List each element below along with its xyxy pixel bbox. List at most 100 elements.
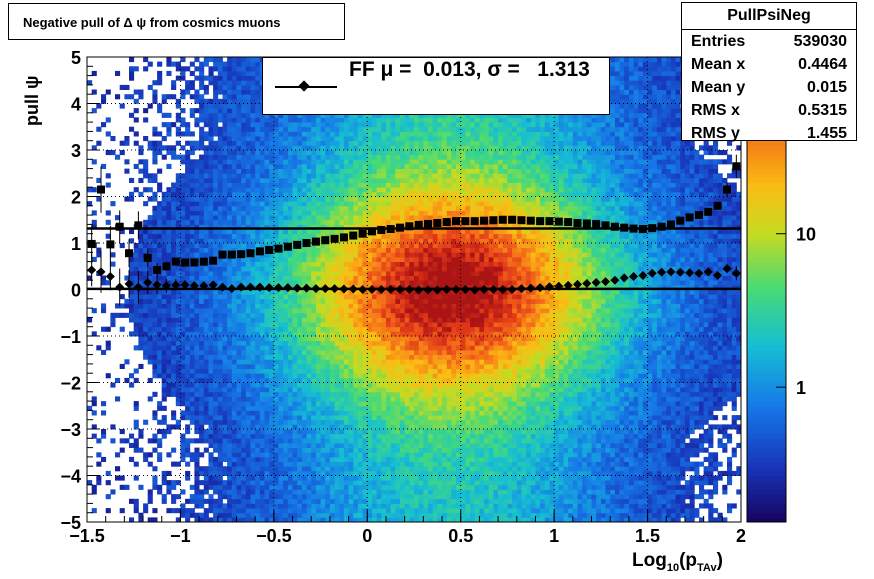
heatmap-cell: [255, 243, 261, 249]
heatmap-cell: [250, 201, 256, 207]
heatmap-cell: [367, 419, 373, 425]
heatmap-cell: [133, 256, 139, 262]
heatmap-cell: [357, 122, 363, 128]
heatmap-cell: [152, 480, 158, 486]
heatmap-cell: [339, 429, 345, 435]
heatmap-cell: [269, 415, 275, 421]
heatmap-cell: [339, 312, 345, 318]
heatmap-cell: [269, 261, 275, 267]
heatmap-cell: [180, 154, 186, 160]
heatmap-cell: [325, 517, 331, 523]
heatmap-cell: [199, 80, 205, 86]
heatmap-cell: [259, 163, 265, 169]
heatmap-cell: [166, 289, 172, 295]
heatmap-cell: [222, 159, 228, 165]
heatmap-cell: [259, 498, 265, 504]
heatmap-cell: [329, 131, 335, 137]
heatmap-cell: [292, 340, 298, 346]
heatmap-cell: [306, 387, 312, 393]
heatmap-cell: [236, 508, 242, 514]
heatmap-cell: [269, 289, 275, 295]
heatmap-cell: [241, 57, 247, 63]
heatmap-cell: [189, 308, 195, 314]
heatmap-cell: [264, 224, 270, 230]
heatmap-cell: [180, 396, 186, 402]
heatmap-cell: [138, 261, 144, 267]
heatmap-cell: [372, 363, 378, 369]
heatmap-cell: [273, 480, 279, 486]
heatmap-cell: [362, 238, 368, 244]
heatmap-cell: [320, 112, 326, 118]
heatmap-cell: [236, 219, 242, 225]
heatmap-cell: [185, 438, 191, 444]
heatmap-cell: [353, 340, 359, 346]
heatmap-cell: [236, 266, 242, 272]
heatmap-cell: [199, 75, 205, 81]
heatmap-cell: [199, 210, 205, 216]
heatmap-cell: [376, 429, 382, 435]
heatmap-cell: [194, 452, 200, 458]
heatmap-cell: [110, 489, 116, 495]
heatmap-cell: [278, 308, 284, 314]
heatmap-cell: [227, 256, 233, 262]
heatmap-cell: [297, 173, 303, 179]
heatmap-cell: [213, 349, 219, 355]
heatmap-cell: [185, 182, 191, 188]
heatmap-cell: [203, 433, 209, 439]
heatmap-cell: [255, 238, 261, 244]
heatmap-cell: [255, 415, 261, 421]
heatmap-cell: [227, 331, 233, 337]
heatmap-cell: [315, 484, 321, 490]
heatmap-cell: [306, 512, 312, 518]
heatmap-cell: [199, 373, 205, 379]
heatmap-cell: [264, 401, 270, 407]
heatmap-cell: [348, 494, 354, 500]
heatmap-cell: [287, 289, 293, 295]
heatmap-cell: [213, 173, 219, 179]
heatmap-cell: [381, 145, 387, 151]
heatmap-cell: [91, 224, 97, 230]
heatmap-cell: [325, 359, 331, 365]
heatmap-cell: [185, 359, 191, 365]
heatmap-cell: [315, 131, 321, 137]
heatmap-cell: [152, 126, 158, 132]
heatmap-cell: [119, 294, 125, 300]
heatmap-cell: [96, 252, 102, 258]
heatmap-cell: [372, 359, 378, 365]
heatmap-cell: [245, 317, 251, 323]
heatmap-cell: [269, 308, 275, 314]
heatmap-cell: [273, 205, 279, 211]
heatmap-cell: [343, 498, 349, 504]
heatmap-cell: [194, 117, 200, 123]
heatmap-cell: [203, 112, 209, 118]
heatmap-cell: [362, 247, 368, 253]
heatmap-cell: [171, 480, 177, 486]
heatmap-cell: [297, 261, 303, 267]
heatmap-cell: [250, 438, 256, 444]
heatmap-cell: [189, 84, 195, 90]
heatmap-cell: [329, 326, 335, 332]
heatmap-cell: [325, 173, 331, 179]
heatmap-cell: [231, 401, 237, 407]
heatmap-cell: [306, 470, 312, 476]
heatmap-cell: [334, 373, 340, 379]
heatmap-cell: [353, 270, 359, 276]
heatmap-cell: [91, 256, 97, 262]
heatmap-cell: [105, 150, 111, 156]
heatmap-cell: [325, 442, 331, 448]
heatmap-cell: [325, 336, 331, 342]
heatmap-cell: [231, 117, 237, 123]
heatmap-cell: [381, 410, 387, 416]
heatmap-cell: [283, 405, 289, 411]
heatmap-cell: [353, 410, 359, 416]
heatmap-cell: [208, 442, 214, 448]
heatmap-cell: [175, 517, 181, 523]
heatmap-cell: [376, 405, 382, 411]
heatmap-cell: [329, 494, 335, 500]
heatmap-cell: [264, 475, 270, 481]
heatmap-cell: [325, 256, 331, 262]
heatmap-cell: [250, 191, 256, 197]
heatmap-cell: [381, 256, 387, 262]
heatmap-cell: [143, 294, 149, 300]
heatmap-cell: [269, 168, 275, 174]
